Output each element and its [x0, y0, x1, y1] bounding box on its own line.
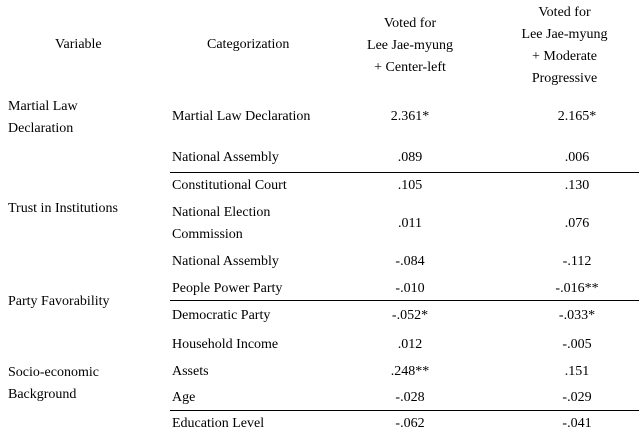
row-category: Constitutional Court — [172, 178, 287, 193]
row-value-col1: .089 — [397, 150, 423, 165]
row-value-col2: -.029 — [562, 390, 592, 405]
row-category: National Assembly — [172, 150, 279, 165]
row-value-col1: -.028 — [395, 390, 425, 405]
row-category: People Power Party — [172, 281, 283, 296]
row-divider — [170, 410, 639, 411]
row-value-col2: .130 — [564, 178, 590, 193]
row-divider — [170, 172, 639, 173]
row-category: Household Income — [172, 337, 279, 352]
row-value-col2: .151 — [564, 364, 590, 379]
header-col1: Voted for Lee Jae-myung + Center-left — [367, 16, 453, 75]
header-col2: Voted for Lee Jae-myung + Moderate Progr… — [521, 5, 608, 86]
row-value-col1: .011 — [398, 216, 422, 231]
row-value-col1: 2.361* — [390, 109, 430, 124]
row-category: Martial Law Declaration — [172, 109, 311, 124]
row-value-col2: .006 — [564, 150, 590, 165]
header-variable: Variable — [55, 37, 102, 52]
row-category: National Election Commission — [172, 205, 271, 242]
row-value-col2: .076 — [564, 216, 590, 231]
row-value-col2: -.005 — [562, 337, 592, 352]
row-value-col1: .248** — [390, 364, 430, 379]
row-category: National Assembly — [172, 254, 279, 269]
row-value-col2: -.112 — [562, 254, 592, 269]
group-label: Socio-economic Background — [8, 365, 99, 402]
header-categorization: Categorization — [207, 37, 290, 52]
row-value-col1: -.010 — [395, 281, 425, 296]
group-label: Martial Law Declaration — [8, 99, 78, 136]
row-value-col1: .012 — [397, 337, 423, 352]
row-value-col2: 2.165* — [557, 109, 597, 124]
row-value-col1: .105 — [397, 178, 423, 193]
row-category: Age — [172, 390, 196, 405]
row-category: Assets — [172, 364, 209, 379]
row-value-col2: -.041 — [562, 416, 592, 431]
row-value-col2: -.016** — [555, 281, 599, 296]
row-value-col2: -.033* — [558, 308, 596, 323]
row-category: Education Level — [172, 416, 265, 431]
row-divider — [170, 300, 639, 301]
group-label: Trust in Institutions — [8, 201, 118, 216]
row-value-col1: -.052* — [391, 308, 429, 323]
row-category: Democratic Party — [172, 308, 271, 323]
row-value-col1: -.062 — [395, 416, 425, 431]
row-value-col1: -.084 — [395, 254, 425, 269]
group-label: Party Favorability — [8, 294, 110, 309]
